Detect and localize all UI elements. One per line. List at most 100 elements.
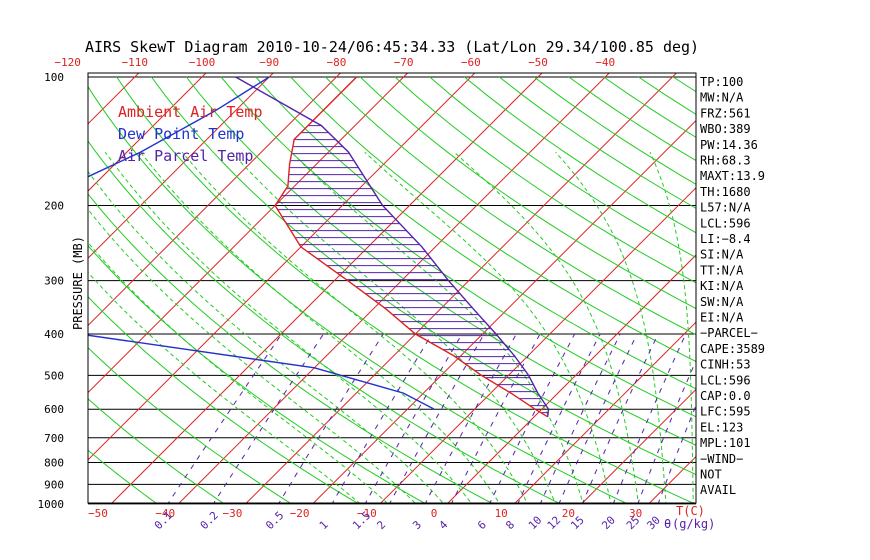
mixing-ratio-line <box>213 333 324 503</box>
index-label: EL:123 <box>700 420 743 434</box>
air-parcel-temp-line <box>235 76 550 417</box>
mixing-ratio-line <box>540 333 621 503</box>
isotherm-line <box>447 254 696 503</box>
mixing-ratio-line <box>451 333 541 503</box>
isotherm-line <box>178 73 610 503</box>
index-label: WBO:389 <box>700 122 751 136</box>
index-label: CAP:0.0 <box>700 389 751 403</box>
isotherm-line <box>88 73 274 259</box>
pressure-tick-label: 800 <box>44 457 64 470</box>
legend-air-parcel-temp: Air Parcel Temp <box>118 147 253 165</box>
isotherm-line <box>772 57 870 514</box>
isotherm-line <box>380 187 696 503</box>
dry-adiabat-line <box>88 244 426 503</box>
isotherm-line <box>88 73 207 192</box>
moist-adiabat-line <box>140 151 500 503</box>
moist-adiabat-line <box>290 151 584 503</box>
moist-adiabat-line <box>231 151 556 503</box>
moist-adiabats <box>88 151 694 503</box>
index-label: FRZ:561 <box>700 106 751 120</box>
bottom-temperature-tick-label: −20 <box>290 507 310 520</box>
dry-adiabat-line <box>325 76 696 336</box>
index-label: EI:N/A <box>700 311 744 325</box>
index-label: −PARCEL− <box>700 326 758 340</box>
isotherm-line <box>0 57 20 514</box>
mixing-ratio-label: 10 <box>526 514 545 533</box>
bottom-temperature-tick-label: 0 <box>431 507 438 520</box>
isotherms <box>0 57 870 514</box>
dry-adiabat-line <box>255 76 696 390</box>
mixing-ratio-label: 30 <box>644 514 663 533</box>
top-temperature-tick-label: −80 <box>326 56 346 69</box>
moist-adiabat-line <box>88 271 361 503</box>
mixing-ratio-label: 2 <box>374 518 388 532</box>
mixing-ratio-line <box>278 333 384 503</box>
mixing-ratio-line <box>424 333 517 503</box>
isotherm-line <box>111 73 543 503</box>
moist-adiabat-line <box>364 151 612 503</box>
top-temperature-tick-label: −70 <box>394 56 414 69</box>
bottom-temperature-tick-labels: −50 −40 −30 −20 −10 0 10 20 30 <box>88 507 642 520</box>
index-label: MAXT:13.9 <box>700 169 765 183</box>
index-label: TT:N/A <box>700 263 744 277</box>
sounding-series <box>88 76 550 418</box>
dry-adiabat-line <box>88 140 560 503</box>
legend-ambient-air-temp: Ambient Air Temp <box>118 103 263 121</box>
mixing-ratio-label: 0.2 <box>198 509 221 532</box>
dry-adiabat-line <box>220 76 696 418</box>
plot-frame <box>87 72 697 504</box>
pressure-tick-labels: 100 200 300 400 500 600 700 800 900 1000 <box>38 71 65 511</box>
dry-adiabat-line <box>290 76 696 363</box>
mixing-ratio-line <box>582 333 659 503</box>
top-temperature-tick-label: −110 <box>122 56 149 69</box>
isotherm-line <box>581 388 696 503</box>
plot-area <box>0 57 870 514</box>
moist-adiabat-line <box>649 151 694 503</box>
isotherm-line <box>312 119 696 503</box>
pressure-tick-label: 400 <box>44 328 64 341</box>
dry-adiabat-line <box>88 85 627 503</box>
index-label: MPL:101 <box>700 436 751 450</box>
index-label: NOT <box>700 468 722 482</box>
mixing-ratio-line <box>167 333 283 503</box>
dry-adiabat-line <box>429 76 696 259</box>
isotherm-line <box>514 321 696 503</box>
bottom-temperature-tick-label: −30 <box>222 507 242 520</box>
mixing-ratio-label: 20 <box>599 514 618 533</box>
moist-adiabat-line <box>104 151 472 503</box>
pressure-tick-label: 500 <box>44 369 64 382</box>
pressure-tick-label: 100 <box>44 71 64 84</box>
index-label: SI:N/A <box>700 248 744 262</box>
index-label: AVAIL <box>700 483 736 497</box>
index-label: LCL:596 <box>700 216 751 230</box>
top-temperature-tick-label: −120 <box>54 56 81 69</box>
mixing-ratio-label: 0.5 <box>263 509 286 532</box>
dry-adiabat-line <box>88 449 157 503</box>
dry-adiabat-line <box>151 76 696 476</box>
dry-adiabat-line <box>498 76 696 209</box>
mixing-ratio-line <box>365 333 463 503</box>
bottom-temperature-tick-label: −10 <box>357 507 377 520</box>
mixing-ratio-label: 8 <box>503 518 517 532</box>
mixing-ratio-label: 3 <box>410 518 424 532</box>
bottom-temperature-tick-label: −40 <box>155 507 175 520</box>
index-label: SW:N/A <box>700 295 744 309</box>
dry-adiabat-line <box>88 193 493 503</box>
bottom-axis-label: T(C) <box>676 504 705 518</box>
mixing-ratio-line <box>637 359 696 503</box>
index-label: LFC:595 <box>700 405 751 419</box>
bottom-temperature-tick-label: −50 <box>88 507 108 520</box>
mixing-ratio-line <box>489 333 576 503</box>
moist-adiabat-line <box>555 151 667 503</box>
mixing-ratio-label: 12 <box>545 514 564 533</box>
mixing-ratio-line <box>613 333 687 503</box>
legend-dew-point-temp: Dew Point Temp <box>118 125 244 143</box>
isotherm-line <box>648 455 696 503</box>
dry-adiabat-line <box>88 398 224 503</box>
mixing-ratio-label: 1 <box>317 518 331 532</box>
isotherm-line <box>88 73 476 461</box>
dry-adiabat-line <box>116 76 694 503</box>
mixing-ratio-line <box>389 333 485 503</box>
theta-symbol: θ <box>664 517 671 531</box>
